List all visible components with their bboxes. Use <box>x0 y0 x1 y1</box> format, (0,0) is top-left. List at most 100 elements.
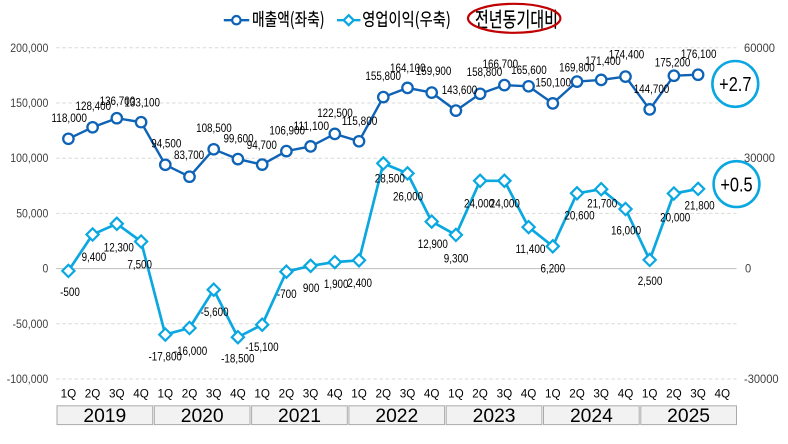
svg-text:2Q: 2Q <box>279 386 295 400</box>
svg-text:2Q: 2Q <box>472 386 488 400</box>
svg-text:4Q: 4Q <box>327 386 343 400</box>
svg-text:0: 0 <box>745 264 751 276</box>
svg-text:159,900: 159,900 <box>416 64 452 78</box>
svg-text:3Q: 3Q <box>206 386 222 400</box>
svg-text:11,400: 11,400 <box>515 242 545 256</box>
svg-text:-700: -700 <box>277 287 297 301</box>
svg-text:1Q: 1Q <box>254 386 270 400</box>
svg-text:2023: 2023 <box>473 406 516 427</box>
svg-text:12,300: 12,300 <box>104 241 134 255</box>
svg-text:-15,100: -15,100 <box>245 340 279 354</box>
svg-text:4Q: 4Q <box>424 386 440 400</box>
svg-text:9,400: 9,400 <box>82 250 107 264</box>
svg-text:122,500: 122,500 <box>317 106 353 120</box>
svg-text:16,000: 16,000 <box>611 224 641 238</box>
svg-text:9,300: 9,300 <box>444 251 469 265</box>
svg-text:3Q: 3Q <box>593 386 609 400</box>
svg-text:99,600: 99,600 <box>223 132 253 146</box>
svg-text:4Q: 4Q <box>133 386 149 400</box>
svg-text:3Q: 3Q <box>690 386 706 400</box>
svg-text:21,800: 21,800 <box>685 199 715 213</box>
svg-text:2020: 2020 <box>181 406 224 427</box>
svg-text:3Q: 3Q <box>109 386 125 400</box>
svg-text:164,100: 164,100 <box>390 61 426 75</box>
svg-text:-18,500: -18,500 <box>221 352 255 366</box>
svg-text:-16,000: -16,000 <box>174 344 208 358</box>
svg-text:900: 900 <box>303 281 320 295</box>
svg-text:2024: 2024 <box>570 406 613 427</box>
svg-text:-50,000: -50,000 <box>13 319 49 331</box>
svg-text:1Q: 1Q <box>351 386 367 400</box>
svg-text:2Q: 2Q <box>569 386 585 400</box>
svg-text:2Q: 2Q <box>666 386 682 400</box>
svg-text:100,000: 100,000 <box>10 153 48 165</box>
svg-text:60000: 60000 <box>744 43 775 55</box>
svg-text:6,200: 6,200 <box>541 262 566 276</box>
svg-text:111,100: 111,100 <box>294 119 330 133</box>
svg-text:2Q: 2Q <box>85 386 101 400</box>
svg-text:3Q: 3Q <box>303 386 319 400</box>
svg-text:1Q: 1Q <box>61 386 77 400</box>
svg-text:-30000: -30000 <box>744 374 779 386</box>
svg-text:1Q: 1Q <box>642 386 658 400</box>
svg-text:2,500: 2,500 <box>638 274 663 288</box>
svg-text:166,700: 166,700 <box>483 57 519 71</box>
svg-text:+2.7: +2.7 <box>719 73 751 96</box>
svg-text:28,500: 28,500 <box>375 171 405 185</box>
svg-text:4Q: 4Q <box>715 386 731 400</box>
svg-text:3Q: 3Q <box>497 386 513 400</box>
svg-text:115,800: 115,800 <box>342 114 378 128</box>
svg-text:4Q: 4Q <box>521 386 537 400</box>
svg-text:176,100: 176,100 <box>681 47 717 61</box>
svg-text:-500: -500 <box>60 285 80 299</box>
svg-text:94,500: 94,500 <box>151 136 181 150</box>
svg-text:20,600: 20,600 <box>564 208 594 222</box>
svg-text:175,200: 175,200 <box>655 55 691 69</box>
svg-text:136,700: 136,700 <box>100 94 136 108</box>
svg-text:128,400: 128,400 <box>76 99 112 113</box>
svg-text:2025: 2025 <box>667 406 710 427</box>
svg-text:-100,000: -100,000 <box>7 374 49 386</box>
svg-text:2021: 2021 <box>278 406 321 427</box>
svg-text:24,000: 24,000 <box>490 196 520 210</box>
svg-text:4Q: 4Q <box>230 386 246 400</box>
svg-text:24,000: 24,000 <box>464 196 494 210</box>
svg-text:2Q: 2Q <box>182 386 198 400</box>
svg-text:3Q: 3Q <box>400 386 416 400</box>
svg-text:0: 0 <box>43 264 49 276</box>
svg-text:2019: 2019 <box>83 406 126 427</box>
svg-text:108,500: 108,500 <box>196 121 232 135</box>
svg-text:2Q: 2Q <box>376 386 392 400</box>
svg-text:7,500: 7,500 <box>127 258 152 272</box>
svg-text:155,800: 155,800 <box>365 69 401 83</box>
svg-text:2022: 2022 <box>375 406 418 427</box>
svg-text:83,700: 83,700 <box>174 148 204 162</box>
svg-text:1Q: 1Q <box>448 386 464 400</box>
svg-text:50,000: 50,000 <box>16 208 48 220</box>
svg-text:133,100: 133,100 <box>124 95 160 109</box>
svg-text:1Q: 1Q <box>158 386 174 400</box>
svg-text:1Q: 1Q <box>545 386 561 400</box>
svg-text:169,800: 169,800 <box>559 60 595 74</box>
svg-text:158,800: 158,800 <box>467 65 503 79</box>
svg-text:30000: 30000 <box>744 153 775 165</box>
svg-text:94,700: 94,700 <box>247 138 277 152</box>
svg-text:1,900: 1,900 <box>324 277 349 291</box>
svg-text:20,000: 20,000 <box>660 210 690 224</box>
svg-text:21,700: 21,700 <box>587 197 617 211</box>
svg-text:+0.5: +0.5 <box>720 173 752 196</box>
svg-text:150,000: 150,000 <box>10 98 48 110</box>
svg-text:143,600: 143,600 <box>442 83 478 97</box>
svg-text:171,400: 171,400 <box>585 54 621 68</box>
svg-text:106,900: 106,900 <box>269 124 305 138</box>
svg-text:174,400: 174,400 <box>609 47 645 61</box>
svg-text:118,000: 118,000 <box>51 111 87 125</box>
svg-text:200,000: 200,000 <box>10 43 48 55</box>
svg-text:144,700: 144,700 <box>634 82 670 96</box>
svg-text:26,000: 26,000 <box>393 189 423 203</box>
svg-text:-17,800: -17,800 <box>149 349 183 363</box>
svg-text:-5,600: -5,600 <box>201 305 229 319</box>
svg-text:165,600: 165,600 <box>511 63 547 77</box>
svg-text:12,900: 12,900 <box>418 237 448 251</box>
svg-text:150,100: 150,100 <box>535 76 571 90</box>
